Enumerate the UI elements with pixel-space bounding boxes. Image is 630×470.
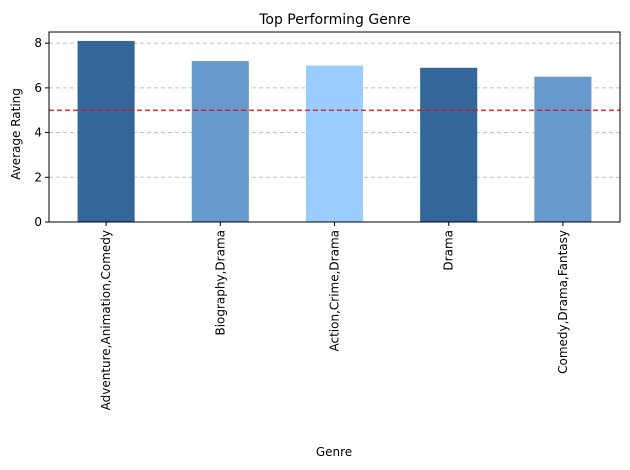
x-tick-label: Biography,Drama: [213, 230, 227, 336]
chart-title: Top Performing Genre: [258, 12, 411, 28]
y-tick-label: 0: [34, 215, 42, 229]
y-tick-label: 6: [34, 81, 42, 95]
x-tick-label: Drama: [442, 230, 456, 271]
x-tick-label: Comedy,Drama,Fantasy: [556, 230, 570, 374]
x-axis-title: Genre: [316, 445, 352, 459]
bars: [77, 40, 592, 223]
bar: [420, 67, 478, 222]
y-tick-label: 2: [34, 170, 42, 184]
bar: [534, 76, 592, 223]
y-axis-title: Average Rating: [9, 88, 23, 180]
y-tick-label: 4: [34, 126, 42, 140]
y-tick-label: 8: [34, 36, 42, 50]
bar: [191, 61, 249, 222]
x-tick-label: Adventure,Animation,Comedy: [99, 230, 113, 410]
bar: [305, 65, 364, 222]
x-axis: Adventure,Animation,Comedy Biography,Dram…: [99, 222, 570, 410]
bar: [77, 40, 135, 222]
y-axis: 0 2 4 6 8: [34, 36, 49, 229]
x-tick-label: Action,Crime,Drama: [328, 230, 342, 352]
